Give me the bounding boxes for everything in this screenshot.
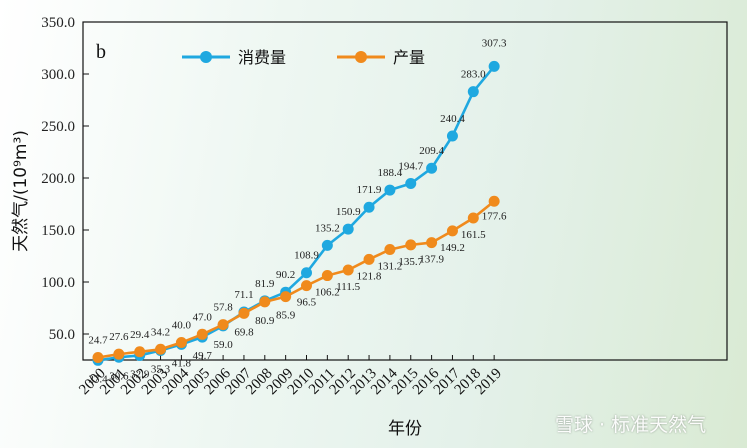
y-tick-label: 50.0 — [49, 327, 75, 343]
panel-label: b — [96, 41, 106, 63]
data-label-consumption: 194.7 — [398, 161, 423, 173]
series-1-point — [113, 348, 125, 360]
series-1-point — [196, 328, 208, 340]
x-axis-title: 年份 — [388, 419, 422, 439]
series-0-point — [446, 130, 458, 142]
series-1-point — [363, 253, 375, 265]
data-label-production: 161.5 — [461, 229, 486, 241]
data-label-consumption: 47.0 — [193, 311, 213, 323]
data-label-consumption: 24.7 — [88, 335, 108, 347]
data-label-consumption: 171.9 — [357, 184, 382, 196]
data-label-consumption: 150.9 — [336, 206, 361, 218]
series-1-point — [238, 307, 250, 319]
data-label-consumption: 209.4 — [419, 145, 444, 157]
data-label-production: 49.7 — [193, 350, 213, 362]
series-0-point — [301, 267, 312, 279]
data-label-consumption: 81.9 — [255, 278, 275, 290]
plot-frame — [82, 21, 728, 361]
data-label-production: 149.2 — [440, 242, 465, 254]
data-label-consumption: 108.9 — [294, 250, 319, 262]
data-label-production: 106.2 — [315, 287, 340, 299]
data-label-consumption: 27.6 — [109, 331, 129, 343]
y-tick-label: 100.0 — [41, 275, 75, 291]
y-tick-label: 300.0 — [41, 67, 75, 83]
data-label-production: 177.6 — [482, 210, 507, 222]
series-1-point — [321, 270, 333, 282]
series-0-point — [488, 60, 500, 72]
y-tick-label: 350.0 — [41, 15, 75, 31]
legend-label-1: 产量 — [393, 48, 425, 67]
series-1-point — [217, 319, 229, 331]
series-1-point — [467, 212, 479, 224]
series-0-point — [426, 162, 438, 174]
series-1-point — [134, 346, 146, 358]
y-axis-title: 天然气/(10⁹m³) — [11, 130, 31, 252]
legend-marker-1 — [355, 51, 367, 63]
series-1-point — [342, 264, 354, 276]
data-label-consumption: 188.4 — [378, 167, 403, 179]
series-1-point — [446, 225, 458, 237]
data-label-production: 85.9 — [276, 310, 296, 322]
series-1-point — [259, 296, 271, 308]
data-label-production: 96.5 — [297, 297, 317, 309]
data-label-consumption: 240.4 — [440, 113, 465, 125]
data-label-consumption: 90.2 — [276, 269, 295, 281]
data-label-production: 59.0 — [213, 339, 233, 351]
data-label-production: 121.8 — [357, 270, 382, 282]
data-label-production: 111.5 — [336, 281, 360, 293]
series-0-point — [467, 86, 479, 98]
y-tick-label: 250.0 — [41, 119, 75, 135]
data-label-production: 80.9 — [255, 315, 275, 327]
series-1-point — [488, 195, 500, 207]
data-label-production: 69.8 — [234, 326, 254, 338]
series-0-point — [342, 223, 354, 235]
data-label-consumption: 57.8 — [213, 302, 233, 314]
data-label-consumption: 34.2 — [151, 326, 170, 338]
y-tick-label: 150.0 — [41, 223, 75, 239]
series-1-point — [175, 337, 187, 349]
data-label-consumption: 29.4 — [130, 329, 150, 341]
data-label-production: 32.9 — [130, 368, 150, 380]
series-0-point — [405, 178, 417, 190]
data-label-production: 41.8 — [172, 357, 192, 369]
data-label-production: 30.6 — [109, 370, 129, 382]
data-label-production: 27.4 — [88, 373, 108, 385]
series-1-point — [426, 237, 438, 249]
series-line-0 — [97, 65, 496, 362]
series-1-point — [405, 239, 417, 251]
legend-label-0: 消费量 — [238, 48, 286, 67]
series-1-point — [92, 352, 104, 364]
series-1-point — [384, 244, 396, 256]
series-1-point — [301, 280, 312, 292]
data-label-production: 137.9 — [419, 254, 444, 266]
data-label-production: 131.2 — [378, 261, 403, 273]
series-1-point — [280, 291, 292, 303]
data-label-consumption: 71.1 — [234, 289, 253, 301]
series-0-point — [363, 201, 375, 213]
data-label-consumption: 135.2 — [315, 222, 340, 234]
y-tick-label: 200.0 — [41, 171, 75, 187]
series-1-point — [155, 343, 167, 355]
data-label-consumption: 40.0 — [172, 320, 192, 332]
series-0-point — [321, 239, 333, 251]
watermark-text: 雪球 · 标准天然气 — [555, 414, 707, 436]
data-label-production: 135.7 — [398, 256, 423, 268]
data-label-consumption: 307.3 — [482, 37, 507, 49]
data-label-production: 35.3 — [151, 363, 171, 375]
legend-marker-0 — [200, 51, 212, 63]
series-0-point — [384, 184, 396, 196]
data-label-consumption: 283.0 — [461, 69, 486, 81]
